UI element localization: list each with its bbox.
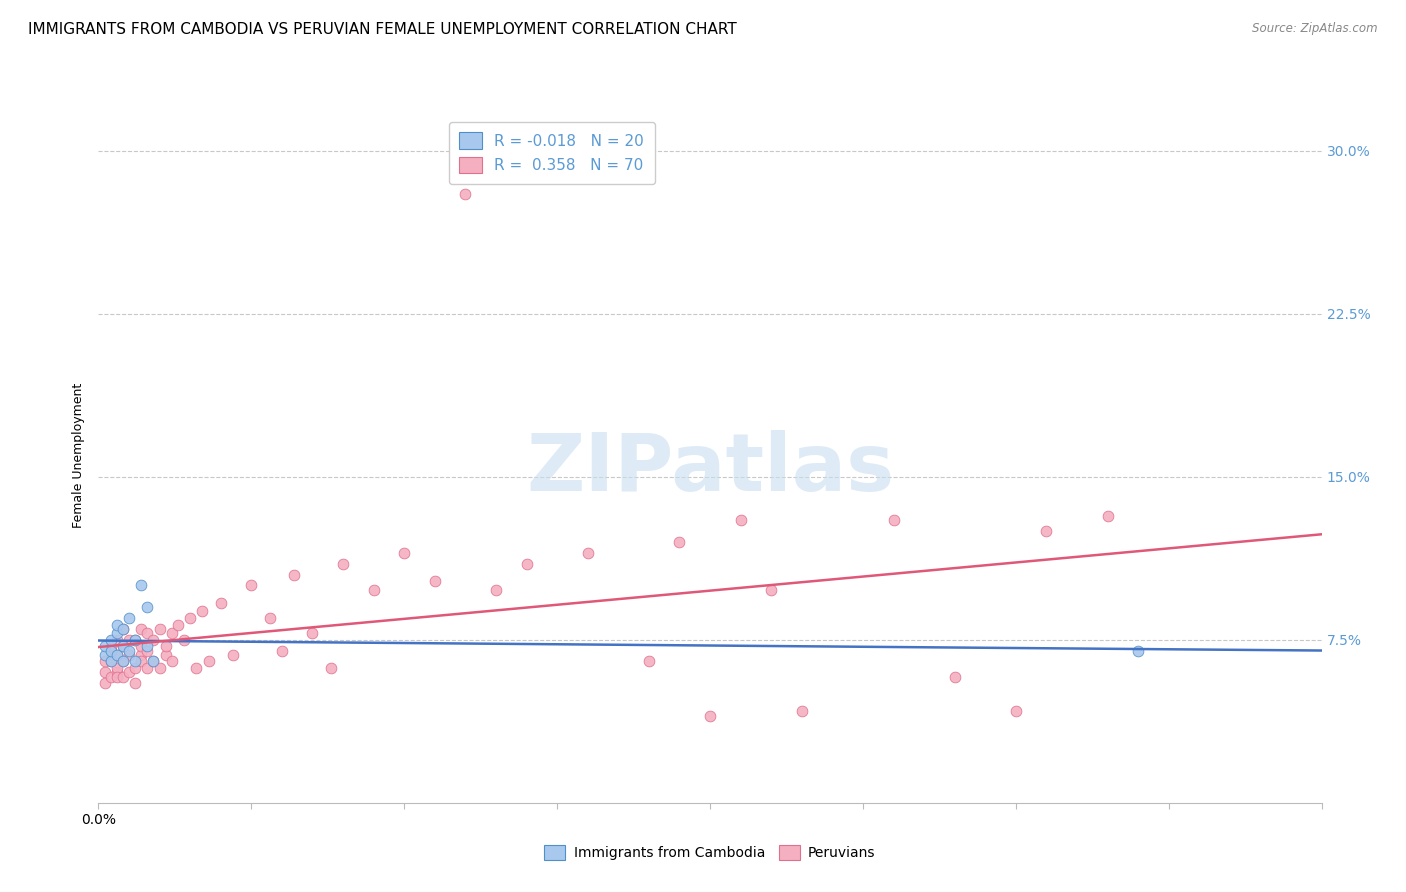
Point (730, 513, 752, 527)
Point (124, 655, 146, 669)
Point (283, 567, 305, 582)
Point (332, 557, 354, 571)
Point (136, 643, 159, 657)
Point (142, 632, 165, 647)
Point (93, 676, 115, 690)
Point (136, 600, 159, 615)
Point (155, 639, 177, 653)
Point (100, 639, 122, 653)
Point (363, 582, 385, 597)
Point (111, 639, 134, 653)
Point (197, 655, 219, 669)
Point (576, 546, 599, 560)
Point (301, 626, 323, 640)
Point (118, 665, 141, 680)
Point (191, 605, 214, 619)
Point (155, 648, 177, 662)
Point (93, 648, 115, 662)
Point (124, 632, 146, 647)
Point (259, 611, 281, 625)
Point (105, 632, 128, 647)
Point (124, 632, 146, 647)
Point (100, 643, 122, 657)
Point (637, 655, 661, 669)
Point (111, 655, 134, 669)
Point (129, 639, 152, 653)
Point (105, 648, 128, 662)
Point (105, 665, 128, 680)
Point (1128, 643, 1150, 657)
Point (129, 648, 152, 662)
Point (136, 661, 159, 675)
Point (668, 535, 690, 549)
Point (149, 661, 172, 675)
Point (160, 626, 183, 640)
Point (136, 626, 159, 640)
Point (160, 655, 183, 669)
Point (118, 632, 141, 647)
Point (485, 582, 508, 597)
Text: IMMIGRANTS FROM CAMBODIA VS PERUVIAN FEMALE UNEMPLOYMENT CORRELATION CHART: IMMIGRANTS FROM CAMBODIA VS PERUVIAN FEM… (28, 22, 737, 37)
Legend: Immigrants from Cambodia, Peruvians: Immigrants from Cambodia, Peruvians (538, 839, 882, 865)
Point (111, 670, 134, 684)
Point (124, 661, 146, 675)
Point (186, 661, 208, 675)
Point (392, 546, 416, 560)
Y-axis label: Female Unemployment: Female Unemployment (72, 383, 86, 527)
Point (105, 648, 128, 662)
Point (129, 578, 152, 592)
Point (93, 639, 115, 653)
Point (111, 655, 134, 669)
Point (124, 676, 146, 690)
Point (319, 661, 342, 675)
Point (105, 617, 128, 632)
Point (699, 708, 721, 723)
Point (129, 655, 152, 669)
Point (111, 622, 134, 636)
Point (118, 648, 141, 662)
Point (105, 670, 128, 684)
Point (454, 186, 477, 201)
Point (136, 639, 159, 653)
Point (790, 705, 813, 719)
Point (1097, 508, 1119, 523)
Text: Source: ZipAtlas.com: Source: ZipAtlas.com (1253, 22, 1378, 36)
Point (142, 655, 165, 669)
Point (1004, 705, 1026, 719)
Point (516, 557, 538, 571)
Point (93, 665, 115, 680)
Point (759, 582, 782, 597)
Point (167, 617, 190, 632)
Point (423, 574, 446, 588)
Text: ZIPatlas: ZIPatlas (526, 430, 894, 508)
Point (173, 632, 195, 647)
Point (943, 670, 966, 684)
Point (100, 655, 122, 669)
Point (118, 643, 141, 657)
Point (270, 643, 292, 657)
Point (111, 622, 134, 636)
Point (105, 661, 128, 675)
Point (883, 513, 905, 527)
Point (142, 655, 165, 669)
Point (100, 670, 122, 684)
Point (209, 596, 232, 610)
Point (100, 632, 122, 647)
Point (222, 648, 245, 662)
Point (179, 611, 201, 625)
Point (93, 655, 115, 669)
Point (100, 643, 122, 657)
Point (118, 611, 141, 625)
Point (105, 626, 128, 640)
Point (149, 622, 172, 636)
Point (1035, 524, 1057, 538)
Point (100, 655, 122, 669)
Point (111, 639, 134, 653)
Point (240, 578, 263, 592)
Point (129, 622, 152, 636)
